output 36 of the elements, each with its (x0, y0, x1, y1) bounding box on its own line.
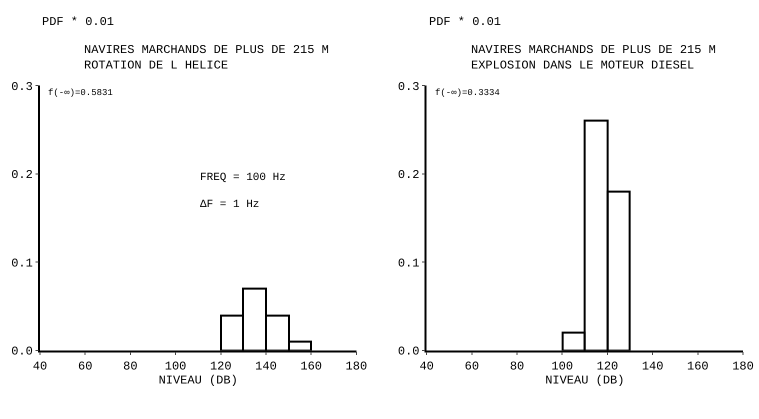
x-tick-label: 40 (32, 360, 48, 374)
y-tick-label: 0.2 (398, 168, 420, 182)
x-tick-label: 180 (732, 360, 754, 374)
annotation: f(-∞)=0.3334 (435, 88, 500, 98)
x-tick-label: 140 (255, 360, 277, 374)
chart-subtitle: ROTATION DE L HELICE (84, 58, 228, 73)
y-tick-label: 0.3 (398, 80, 420, 94)
x-tick-label: 160 (687, 360, 709, 374)
x-tick-label: 100 (164, 360, 186, 374)
x-tick-label: 60 (464, 360, 480, 374)
x-tick-label: 120 (210, 360, 232, 374)
y-tick-label: 0.0 (398, 344, 420, 359)
x-tick-label: 160 (300, 360, 322, 374)
x-tick-label: 60 (78, 360, 92, 374)
x-axis-title: NIVEAU (DB) (545, 374, 624, 388)
x-tick-label: 80 (510, 360, 524, 374)
y-tick-label: 0.1 (11, 256, 33, 270)
x-tick-label: 140 (642, 360, 664, 374)
y-axis-title: PDF * 0.01 (42, 15, 114, 29)
x-tick-label: 80 (123, 360, 138, 374)
y-axis-title: PDF * 0.01 (429, 15, 502, 29)
y-tick-label: 0.2 (11, 168, 33, 182)
y-tick-label: 0.1 (398, 256, 420, 270)
chart-title: NAVIRES MARCHANDS DE PLUS DE 215 M (84, 43, 329, 57)
x-tick-label: 120 (596, 360, 618, 374)
chart-title: NAVIRES MARCHANDS DE PLUS DE 215 M (471, 43, 716, 57)
annotation: f(-∞)=0.5831 (48, 88, 113, 98)
x-tick-label: 40 (419, 360, 434, 374)
y-tick-label: 0.0 (11, 344, 33, 359)
x-axis-title: NIVEAU (DB) (158, 374, 238, 388)
x-tick-label: 180 (346, 360, 368, 374)
x-tick-label: 100 (551, 360, 574, 374)
y-tick-label: 0.3 (11, 80, 33, 94)
annotation: FREQ = 100 Hz (200, 172, 286, 184)
chart-subtitle: EXPLOSION DANS LE MOTEUR DIESEL (471, 58, 694, 73)
annotation: ΔF = 1 Hz (200, 199, 260, 211)
